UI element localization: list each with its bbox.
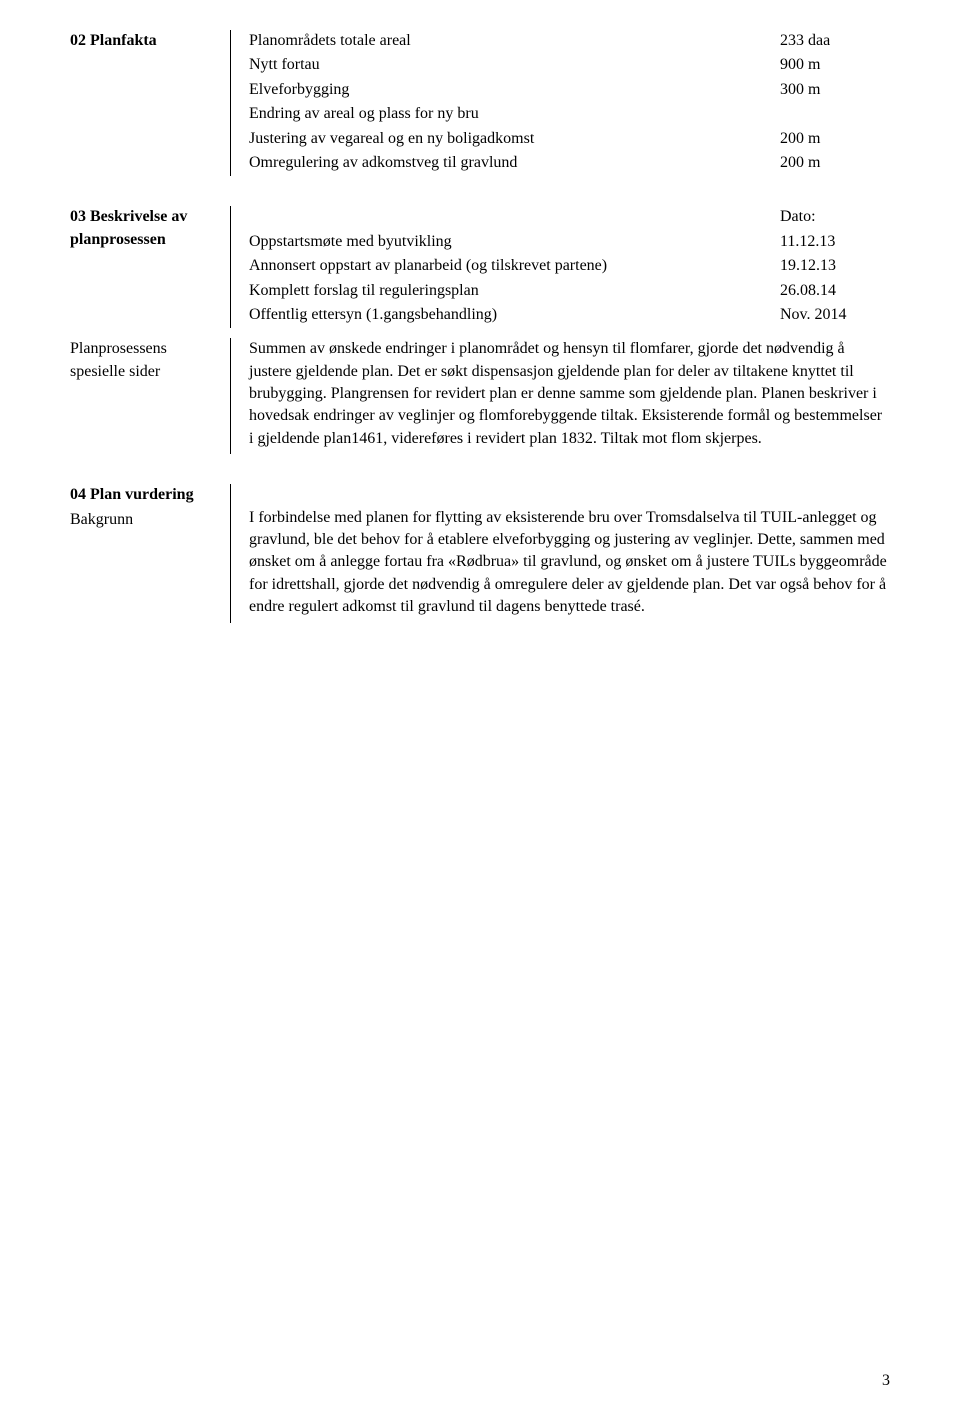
body-text: Summen av ønskede endringer i planområde… [249,338,890,450]
fact-value: 200 m [780,128,890,150]
section-04-plan-vurdering: 04 Plan vurdering Bakgrunn I forbindelse… [70,484,890,622]
process-date: 26.08.14 [780,280,890,302]
fact-value: 900 m [780,54,890,76]
section-subheading: Planprosessens spesielle sider [70,338,230,454]
fact-row: Elveforbygging 300 m [249,79,890,101]
fact-label: Nytt fortau [249,54,780,76]
process-date: 19.12.13 [780,255,890,277]
section-heading-stack: 04 Plan vurdering Bakgrunn [70,484,230,622]
process-label: Offentlig ettersyn (1.gangsbehandling) [249,304,780,326]
section-heading: 02 Planfakta [70,30,230,176]
section-content: I forbindelse med planen for flytting av… [230,484,890,622]
fact-label: Elveforbygging [249,79,780,101]
dato-label: Dato: [780,206,890,228]
fact-value [780,103,890,125]
fact-label: Endring av areal og plass for ny bru [249,103,780,125]
process-label: Annonsert oppstart av planarbeid (og til… [249,255,780,277]
section-content: Dato: Oppstartsmøte med byutvikling 11.1… [230,206,890,328]
section-sublabel: Bakgrunn [70,509,218,531]
process-date: 11.12.13 [780,231,890,253]
fact-label: Justering av vegareal og en ny boligadko… [249,128,780,150]
section-03-beskrivelse: 03 Beskrivelse av planprosessen Dato: Op… [70,206,890,328]
process-label: Komplett forslag til reguleringsplan [249,280,780,302]
fact-row: Omregulering av adkomstveg til gravlund … [249,152,890,174]
section-heading: 04 Plan vurdering [70,484,218,506]
fact-value: 233 daa [780,30,890,52]
section-content: Planområdets totale areal 233 daa Nytt f… [230,30,890,176]
fact-value: 200 m [780,152,890,174]
fact-value: 300 m [780,79,890,101]
document-page: 02 Planfakta Planområdets totale areal 2… [0,0,960,1412]
process-row: Komplett forslag til reguleringsplan 26.… [249,280,890,302]
section-02-planfakta: 02 Planfakta Planområdets totale areal 2… [70,30,890,176]
section-heading: 03 Beskrivelse av planprosessen [70,206,230,328]
process-date: Nov. 2014 [780,304,890,326]
process-row: Offentlig ettersyn (1.gangsbehandling) N… [249,304,890,326]
fact-row: Justering av vegareal og en ny boligadko… [249,128,890,150]
fact-row: Endring av areal og plass for ny bru [249,103,890,125]
dato-header-row: Dato: [249,206,890,228]
fact-label: Omregulering av adkomstveg til gravlund [249,152,780,174]
fact-row: Planområdets totale areal 233 daa [249,30,890,52]
page-number: 3 [882,1370,890,1392]
body-text: I forbindelse med planen for flytting av… [249,507,890,619]
process-row: Oppstartsmøte med byutvikling 11.12.13 [249,231,890,253]
fact-label: Planområdets totale areal [249,30,780,52]
process-row: Annonsert oppstart av planarbeid (og til… [249,255,890,277]
process-label: Oppstartsmøte med byutvikling [249,231,780,253]
fact-row: Nytt fortau 900 m [249,54,890,76]
section-spesielle-sider: Planprosessens spesielle sider Summen av… [70,338,890,454]
section-content: Summen av ønskede endringer i planområde… [230,338,890,454]
